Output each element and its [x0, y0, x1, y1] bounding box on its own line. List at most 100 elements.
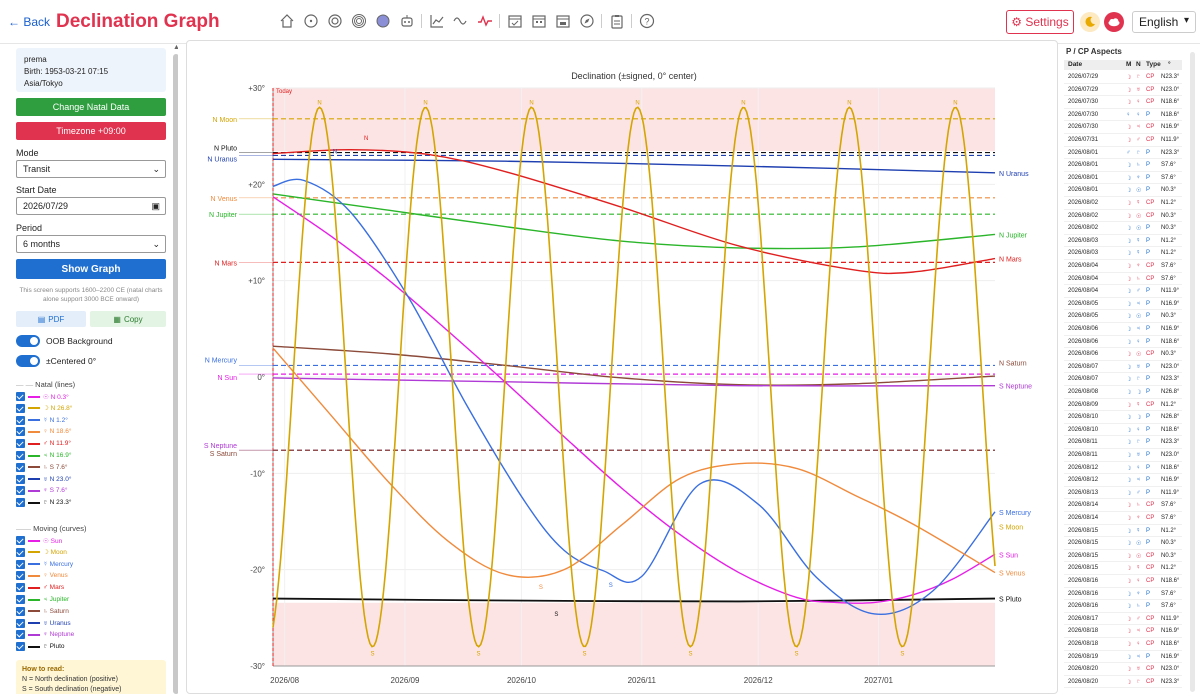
cell-moving: ☽ [1126, 251, 1132, 258]
calendar-grid-button[interactable] [531, 13, 547, 29]
natal-legend-item[interactable]: ♆ S 7.6° [16, 485, 67, 496]
change-natal-button[interactable]: Change Natal Data [16, 98, 166, 116]
cell-type: CP [1146, 351, 1155, 358]
language-select[interactable]: English ▾ [1132, 11, 1196, 33]
clipboard-button[interactable] [609, 13, 625, 29]
show-graph-button[interactable]: Show Graph [16, 259, 166, 279]
checkbox[interactable] [16, 486, 25, 496]
checkbox[interactable] [16, 498, 25, 508]
moving-legend-item[interactable]: ♆ Neptune [16, 629, 74, 640]
series-line [272, 377, 996, 387]
target-double-button[interactable] [351, 13, 367, 29]
checkbox[interactable] [16, 415, 25, 425]
aspects-scrollbar[interactable] [1190, 52, 1195, 692]
cell-date: 2026/08/19 [1068, 653, 1099, 660]
line-chart-button[interactable] [429, 13, 445, 29]
checkbox[interactable] [16, 451, 25, 460]
settings-button[interactable]: ⚙ Settings [1006, 10, 1074, 34]
mode-select[interactable]: Transit ⌄ [16, 160, 166, 178]
oob-toggle[interactable] [16, 335, 40, 347]
back-link[interactable]: ← Back [8, 15, 51, 29]
period-select[interactable]: 6 months ⌄ [16, 235, 166, 253]
checkbox[interactable] [16, 606, 25, 616]
moving-legend-item[interactable]: ♄ Saturn [16, 606, 69, 617]
checkbox[interactable] [16, 392, 25, 401]
legend-swatch [28, 551, 40, 554]
legend-label: ♄ S 7.6° [43, 463, 68, 471]
natal-legend-item[interactable]: ♃ N 16.9° [16, 450, 71, 461]
cell-date: 2026/08/08 [1068, 389, 1099, 395]
checkbox[interactable] [16, 618, 25, 628]
cell-degree: N1.2° [1161, 250, 1177, 257]
natal-legend-item[interactable]: ♅ N 23.0° [16, 474, 71, 485]
cell-type: CP [1146, 641, 1155, 647]
table-row: 2026/08/01 ☽ ☉ P N0.3° [1064, 184, 1182, 197]
checkbox[interactable] [16, 427, 25, 437]
checkbox[interactable] [16, 439, 25, 449]
moving-legend-item[interactable]: ♀ Venus [16, 570, 68, 581]
checkbox[interactable] [16, 630, 25, 640]
moving-legend-item[interactable]: ♇ Pluto [16, 641, 65, 652]
cell-natal: ♅ [1136, 666, 1141, 673]
cell-type: P [1146, 527, 1151, 534]
copy-button[interactable]: ▦ Copy [90, 311, 166, 327]
cell-moving: ☽ [1126, 87, 1132, 94]
checkbox[interactable] [16, 403, 25, 413]
moving-legend-item[interactable]: ♅ Uranus [16, 618, 71, 629]
dot-circle-button[interactable] [303, 13, 319, 29]
cell-natal: ♂ [1136, 137, 1141, 143]
natal-legend-item[interactable]: ♀ N 18.6° [16, 426, 71, 437]
checkbox[interactable] [16, 583, 25, 593]
profile-name: prema [24, 55, 47, 64]
scroll-up-icon[interactable]: ▲ [173, 44, 178, 51]
legend-label: ☽ Moon [43, 549, 67, 557]
moving-legend-item[interactable]: ☽ Moon [16, 547, 67, 558]
checkbox[interactable] [16, 536, 25, 545]
pdf-button[interactable]: ▤ PDF [16, 311, 86, 327]
filled-circle-button[interactable] [375, 13, 391, 29]
natal-legend-item[interactable]: ☿ N 1.2° [16, 415, 68, 426]
moving-legend-item[interactable]: ♂ Mars [16, 582, 64, 593]
cell-degree: N18.6° [1161, 99, 1180, 106]
checkbox[interactable] [16, 595, 25, 604]
sidebar-scrollbar[interactable] [173, 54, 178, 694]
centered-toggle[interactable] [16, 355, 40, 367]
natal-legend-item[interactable]: ♂ N 11.9° [16, 438, 71, 449]
checkbox[interactable] [16, 474, 25, 484]
moving-legend-item[interactable]: ☿ Mercury [16, 559, 73, 570]
natal-legend-item[interactable]: ♇ N 23.3° [16, 497, 71, 508]
calendar-check-button[interactable] [555, 13, 571, 29]
natal-line-label: N Moon [212, 117, 237, 124]
calendar-button[interactable] [507, 13, 523, 29]
cell-natal: ♃ [1136, 653, 1141, 660]
timezone-button[interactable]: Timezone +09:00 [16, 122, 166, 140]
table-row: 2026/08/13 ☽ ♂ P N11.9° [1064, 487, 1182, 500]
checkbox[interactable] [16, 571, 25, 581]
checkbox[interactable] [16, 559, 25, 569]
cell-moving: ☽ [1126, 440, 1132, 447]
cell-moving: ☽ [1126, 390, 1132, 396]
wave-button[interactable] [453, 13, 469, 29]
cell-natal: ♀ [1136, 99, 1141, 106]
home-button[interactable] [279, 13, 295, 29]
checkbox[interactable] [16, 462, 25, 472]
pulse-button[interactable] [477, 13, 493, 29]
compass-button[interactable] [579, 13, 595, 29]
natal-legend-item[interactable]: ♄ S 7.6° [16, 462, 67, 473]
moving-legend-item[interactable]: ♃ Jupiter [16, 594, 69, 605]
cell-degree: N23.3° [1161, 74, 1180, 80]
target-button[interactable] [327, 13, 343, 29]
how-to-read-box: How to read: N = North declination (posi… [16, 660, 166, 694]
theme-cloud-button[interactable] [1104, 12, 1124, 32]
help-button[interactable]: ? [639, 13, 655, 29]
natal-legend-item[interactable]: ☽ N 26.8° [16, 403, 72, 414]
robot-button[interactable] [399, 13, 415, 29]
cell-moving: ☽ [1126, 188, 1132, 195]
table-row: 2026/08/18 ☽ ♃ CP N16.9° [1064, 625, 1182, 638]
moving-legend-item[interactable]: ☉ Sun [16, 535, 62, 546]
checkbox[interactable] [16, 642, 25, 652]
natal-legend-item[interactable]: ☉ N 0.3° [16, 391, 69, 402]
checkbox[interactable] [16, 547, 25, 557]
theme-moon-button[interactable] [1080, 12, 1100, 32]
start-date-input[interactable]: 2026/07/29 ▣ [16, 197, 166, 215]
